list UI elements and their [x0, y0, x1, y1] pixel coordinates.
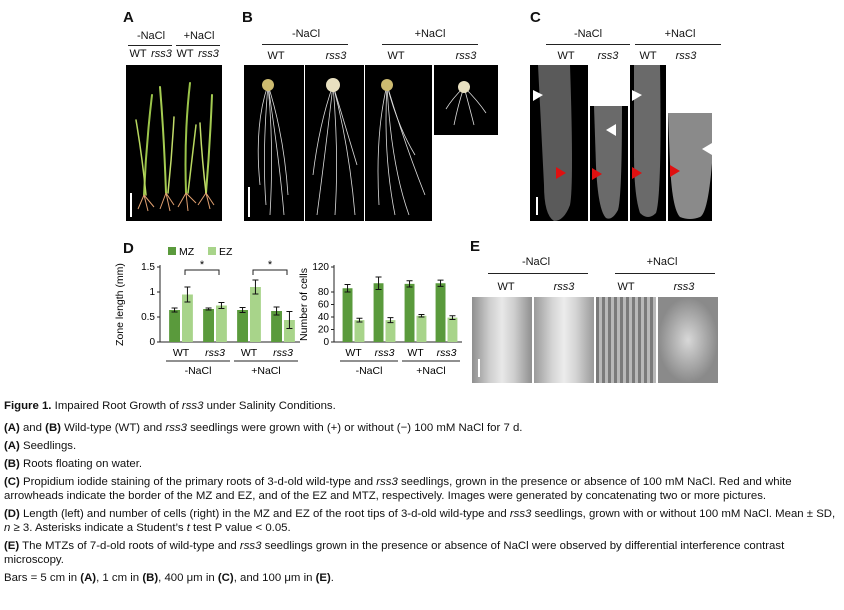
- panel-e-geno-2: rss3: [536, 281, 592, 293]
- group-label: -NaCl: [356, 365, 383, 377]
- x-tick-label: WT: [407, 347, 424, 359]
- x-tick-label: WT: [345, 347, 362, 359]
- panel-a-geno-2: rss3: [149, 48, 174, 60]
- panel-b-image-3: [365, 65, 432, 221]
- figure-caption: Figure 1. Impaired Root Growth of rss3 u…: [4, 399, 840, 589]
- panel-e-image-1: [472, 297, 532, 383]
- bar-ez: [417, 316, 427, 342]
- y-tick-label: 0: [323, 337, 329, 348]
- panel-e-image-2: [534, 297, 594, 383]
- x-tick-label: WT: [241, 347, 258, 359]
- bar-mz: [237, 310, 248, 342]
- panel-e-cond-minus: -NaCl: [496, 256, 576, 268]
- y-tick-label: 1.5: [141, 262, 155, 273]
- x-tick-label: rss3: [375, 347, 395, 359]
- panel-a-geno-4: rss3: [196, 48, 221, 60]
- caption-line-e: (E) The MTZs of 7-d-old roots of wild-ty…: [4, 539, 840, 567]
- significance-asterisk: *: [200, 259, 205, 271]
- y-tick-label: 120: [312, 262, 329, 273]
- panel-b-geno-2: rss3: [316, 50, 356, 62]
- y-tick-label: 80: [318, 287, 330, 298]
- panel-a-label: A: [123, 9, 134, 26]
- bar-mz: [436, 283, 446, 342]
- panel-c-cond-plus: +NaCl: [640, 28, 720, 40]
- panel-b-geno-3: WT: [376, 50, 416, 62]
- panel-e-geno-3: WT: [598, 281, 654, 293]
- bar-mz: [343, 288, 353, 342]
- group-label: +NaCl: [416, 365, 445, 377]
- bar-ez: [448, 318, 458, 342]
- panel-c-image-3: [630, 65, 666, 221]
- panel-e-geno-1: WT: [478, 281, 534, 293]
- x-tick-label: rss3: [273, 347, 293, 359]
- panel-c-geno-1: WT: [546, 50, 586, 62]
- caption-line-ab: (A) and (B) Wild-type (WT) and rss3 seed…: [4, 421, 840, 435]
- x-tick-label: rss3: [205, 347, 225, 359]
- panel-c-image-1: [530, 65, 588, 221]
- panel-b-image-1: [244, 65, 304, 221]
- panel-b-label: B: [242, 9, 253, 26]
- bar-ez: [216, 306, 227, 343]
- panel-a-cond-plus: +NaCl: [176, 30, 222, 42]
- bar-mz: [169, 310, 180, 342]
- legend-swatch-ez: [208, 247, 216, 255]
- bar-ez: [250, 287, 261, 342]
- panel-e-cond-plus: +NaCl: [622, 256, 702, 268]
- zone-length-chart: 1.5 1 0.5 0 Zone length (mm) WT rss3 WT rss3 -NaC…: [110, 240, 310, 385]
- y-tick-label: 40: [318, 312, 330, 323]
- panel-c-cond-minus: -NaCl: [548, 28, 628, 40]
- panel-b-cond-plus: +NaCl: [385, 28, 475, 40]
- y-axis-label: Number of cells: [298, 268, 310, 341]
- panel-a-seedlings-image: [126, 65, 222, 221]
- group-label: +NaCl: [251, 365, 280, 377]
- significance-asterisk: *: [268, 259, 273, 271]
- panel-e-label: E: [470, 238, 480, 255]
- panel-b-geno-1: WT: [256, 50, 296, 62]
- panel-e-image-3: [596, 297, 656, 383]
- y-axis-label: Zone length (mm): [114, 263, 126, 346]
- bar-mz: [271, 311, 282, 342]
- panel-b-image-4: [434, 65, 498, 135]
- y-tick-label: 1: [149, 287, 155, 298]
- panel-b-geno-4: rss3: [446, 50, 486, 62]
- panel-c-geno-4: rss3: [666, 50, 706, 62]
- panel-a-geno-3: WT: [174, 48, 196, 60]
- panel-b-image-2: [305, 65, 364, 221]
- x-tick-label: rss3: [437, 347, 457, 359]
- panel-a-geno-1: WT: [127, 48, 149, 60]
- legend-label-mz: MZ: [179, 246, 195, 258]
- group-label: -NaCl: [185, 365, 212, 377]
- caption-line-d: (D) Length (left) and number of cells (r…: [4, 507, 840, 535]
- y-tick-label: 60: [318, 300, 330, 311]
- caption-line-bars: Bars = 5 cm in (A), 1 cm in (B), 400 μm …: [4, 571, 840, 585]
- bar-mz: [203, 309, 214, 342]
- panel-c-geno-2: rss3: [588, 50, 628, 62]
- panel-c-geno-3: WT: [628, 50, 668, 62]
- x-tick-label: WT: [173, 347, 190, 359]
- bar-mz: [374, 283, 384, 342]
- y-tick-label: 0.5: [141, 312, 155, 323]
- panel-e-geno-4: rss3: [656, 281, 712, 293]
- panel-c-image-4: [668, 113, 712, 221]
- y-tick-label: 0: [149, 337, 155, 348]
- caption-line-b: (B) Roots floating on water.: [4, 457, 840, 471]
- legend-swatch-mz: [168, 247, 176, 255]
- y-tick-label: 20: [318, 325, 330, 336]
- panel-e-image-4: [658, 297, 718, 383]
- panel-c-image-2: [590, 106, 628, 221]
- panel-b-cond-minus: -NaCl: [266, 28, 346, 40]
- panel-c-label: C: [530, 9, 541, 26]
- panel-a-cond-minus: -NaCl: [128, 30, 174, 42]
- caption-line-c: (C) Propidium iodide staining of the pri…: [4, 475, 840, 503]
- caption-line-a: (A) Seedlings.: [4, 439, 840, 453]
- bar-mz: [405, 284, 415, 342]
- legend-label-ez: EZ: [219, 246, 233, 258]
- bar-ez: [386, 320, 396, 342]
- bar-ez: [355, 320, 365, 342]
- caption-title: Figure 1. Impaired Root Growth of rss3 u…: [4, 399, 840, 413]
